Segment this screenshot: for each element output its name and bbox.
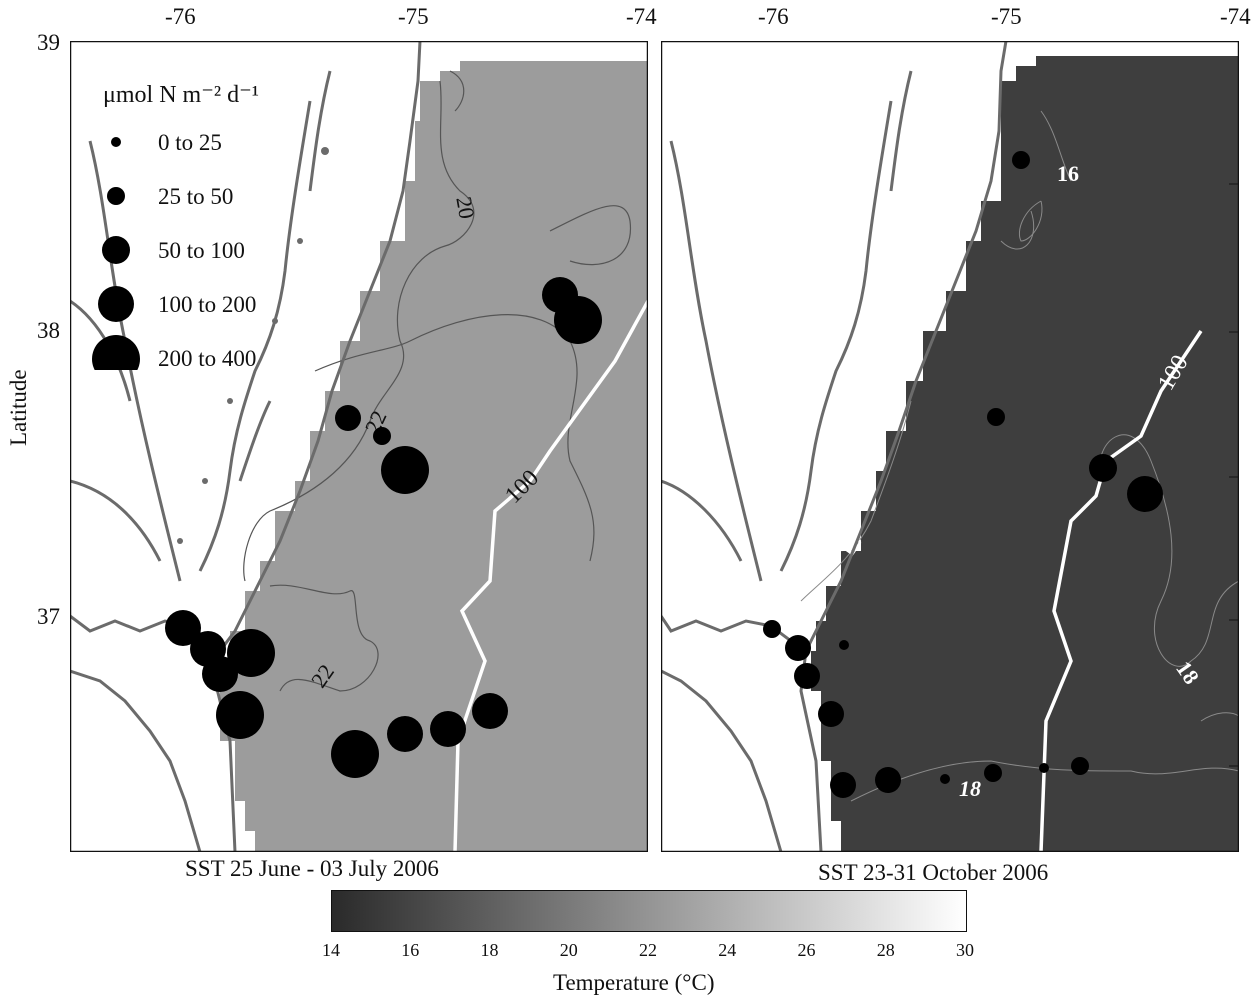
legend-class-3: 50 to 100 — [158, 238, 245, 263]
colorbar-tick: 14 — [322, 940, 340, 960]
legend-symbols — [92, 137, 140, 370]
colorbar-tick: 20 — [559, 940, 578, 960]
colorbar — [331, 890, 967, 932]
colorbar-tick: 28 — [876, 940, 895, 960]
colorbar-tick: 16 — [401, 940, 420, 960]
colorbar-tick: 22 — [639, 940, 657, 960]
lon-tick-right-76: -76 — [758, 4, 789, 29]
lon-tick-left-76: -76 — [165, 4, 196, 29]
lat-tick-39: 39 — [37, 30, 60, 55]
legend-class-2: 25 to 50 — [158, 184, 234, 209]
colorbar-tick: 18 — [480, 940, 499, 960]
lon-tick-left-75: -75 — [398, 4, 429, 29]
panel-caption-october: SST 23-31 October 2006 — [818, 860, 1049, 885]
colorbar-tick: 26 — [797, 940, 816, 960]
contour-label-20: 20 — [451, 195, 479, 221]
flux-stations-october — [763, 151, 1163, 798]
y-axis-label: Latitude — [6, 369, 31, 446]
lat-tick-38: 38 — [37, 318, 60, 343]
map-panel-october: 16 16 18 18 100 — [661, 41, 1239, 852]
legend-unit-label: μmol N m⁻² d⁻¹ — [103, 82, 259, 108]
colorbar-tick: 30 — [956, 940, 974, 960]
colorbar-label: Temperature (°C) — [553, 970, 715, 995]
map-panel-june: 20 22 22 100 — [70, 41, 648, 852]
legend-class-1: 0 to 25 — [158, 130, 222, 155]
panel-caption-june: SST 25 June - 03 July 2006 — [185, 856, 439, 881]
contour-label-16b: 16 — [1057, 161, 1079, 186]
legend-class-5: 200 to 400 — [158, 346, 257, 371]
lon-tick-left-74: -74 — [626, 4, 657, 29]
colorbar-tick: 24 — [718, 940, 737, 960]
lon-tick-right-74: -74 — [1220, 4, 1251, 29]
contour-label-18b: 18 — [959, 776, 981, 801]
lon-tick-right-75: -75 — [991, 4, 1022, 29]
sst-field-june — [220, 61, 648, 852]
flux-stations-june — [165, 277, 602, 778]
lat-tick-37: 37 — [37, 604, 60, 629]
sst-field-october — [811, 56, 1239, 852]
legend-class-4: 100 to 200 — [158, 292, 257, 317]
